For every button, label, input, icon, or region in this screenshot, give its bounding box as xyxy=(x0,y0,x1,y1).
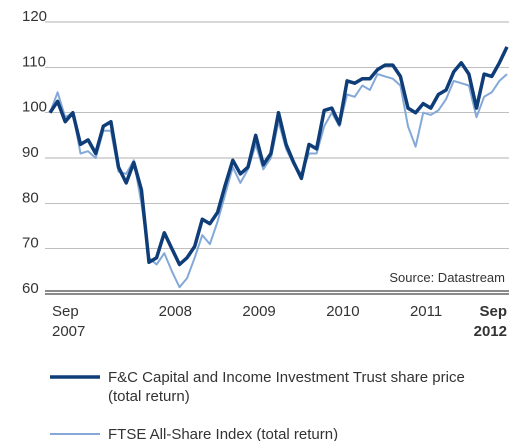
y-tick-label: 90 xyxy=(22,144,39,161)
y-tick-label: 110 xyxy=(22,53,46,70)
y-tick-label: 70 xyxy=(22,235,39,252)
y-tick-label: 100 xyxy=(22,99,47,116)
legend-label: F&C Capital and Income Investment Trust … xyxy=(108,369,465,405)
source-note: Source: Datastream xyxy=(389,270,505,285)
x-tick-label: Sep 2012 xyxy=(474,303,507,340)
legend-label: FTSE All-Share Index (total return) xyxy=(108,426,339,441)
x-tick-label: 2009 xyxy=(242,303,275,320)
series-line xyxy=(48,46,509,267)
x-tick-label: 2011 xyxy=(410,303,442,320)
y-tick-label: 60 xyxy=(22,280,39,297)
y-tick-label: 120 xyxy=(22,8,47,25)
x-tick-label: 2008 xyxy=(159,303,192,320)
y-tick-label: 80 xyxy=(22,189,39,206)
x-tick-label: Sep 2007 xyxy=(52,303,85,340)
series-line xyxy=(49,73,508,289)
x-tick-label: 2010 xyxy=(326,303,359,320)
